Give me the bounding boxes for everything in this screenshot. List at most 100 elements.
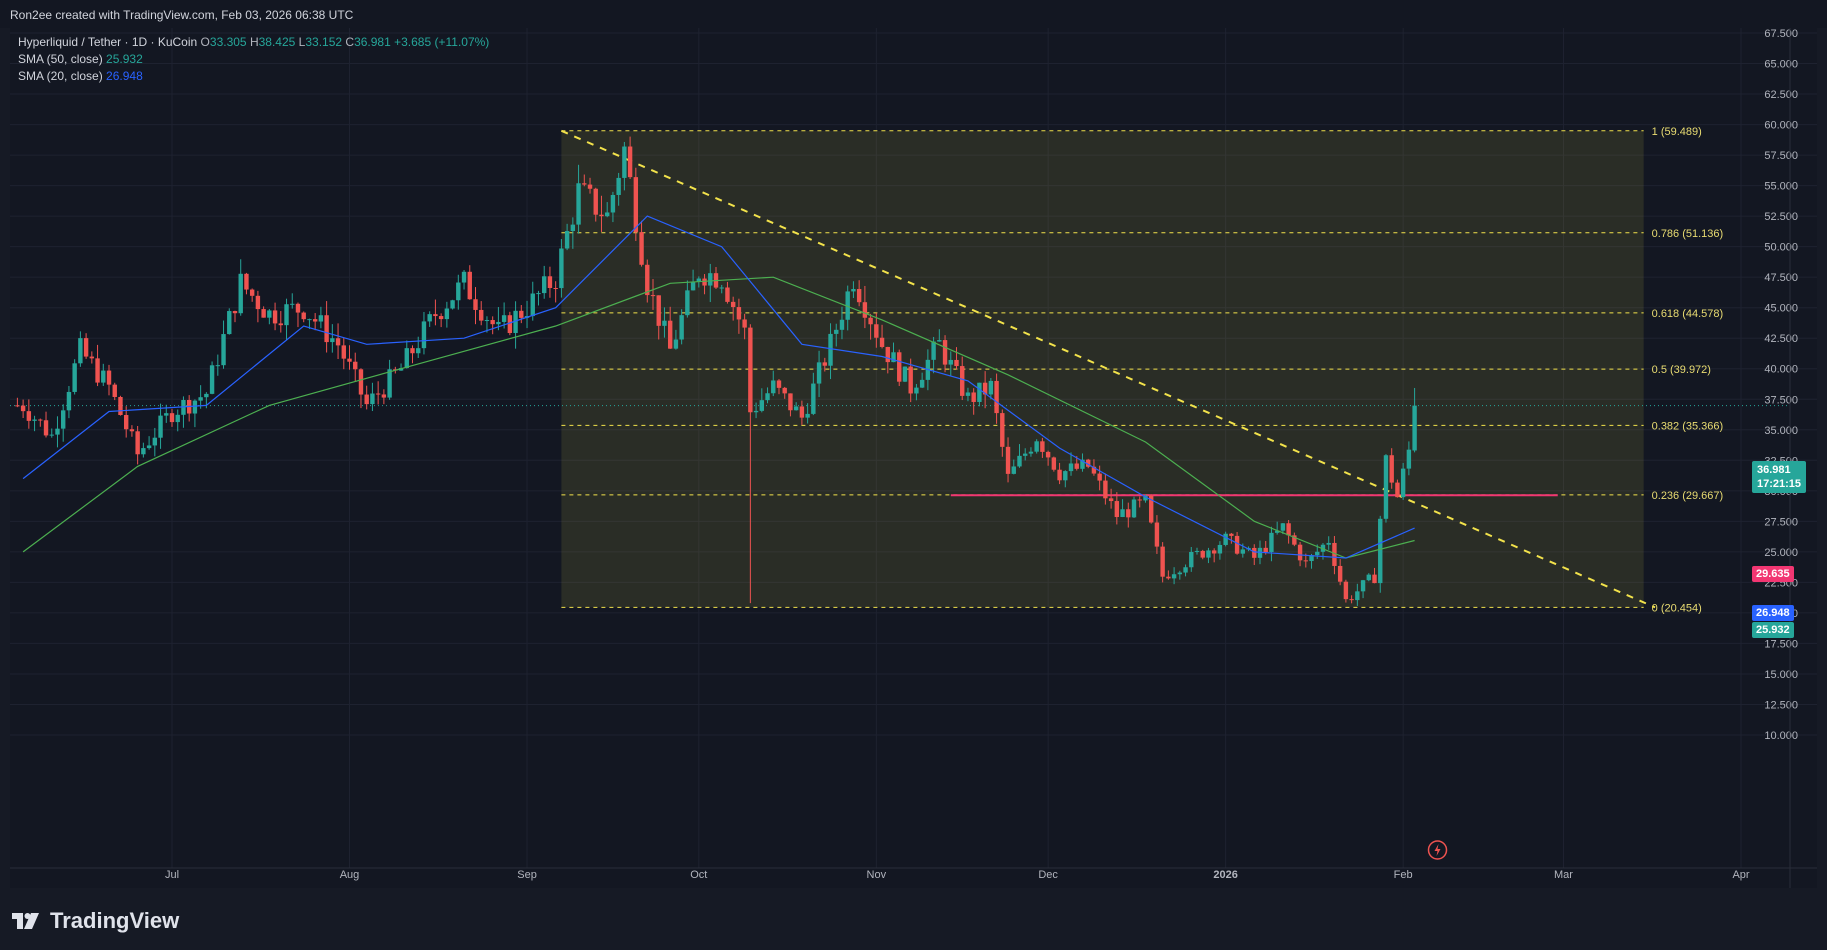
- resistance-price-tag: 29.635: [1752, 566, 1794, 582]
- countdown-timer: 17:21:15: [1757, 478, 1802, 490]
- candle-body: [988, 380, 994, 395]
- candle-body: [1274, 530, 1280, 533]
- candle-body: [312, 319, 318, 322]
- candle-body: [95, 358, 100, 383]
- candle-body: [610, 194, 616, 213]
- y-tick-label: 60.000: [1764, 120, 1798, 132]
- candle-body: [1045, 451, 1051, 458]
- candle-body: [1229, 533, 1234, 536]
- candle-body: [696, 278, 702, 282]
- candle-body: [496, 321, 501, 325]
- candle-body: [1217, 544, 1223, 554]
- candle-body: [158, 415, 163, 438]
- candle-body: [1183, 567, 1188, 573]
- candle-body: [1114, 501, 1120, 518]
- candle-body: [375, 393, 381, 395]
- candle-body: [639, 232, 644, 265]
- legend-ohlc-row: Hyperliquid / Tether · 1D · KuCoin O33.3…: [18, 34, 489, 51]
- legend-low: 33.152: [305, 35, 343, 49]
- candle-body: [536, 293, 541, 295]
- candle-body: [1028, 451, 1034, 454]
- y-tick-label: 35.000: [1764, 425, 1798, 437]
- candle-body: [146, 445, 152, 449]
- footer: [0, 888, 1827, 950]
- candle-body: [1160, 546, 1165, 577]
- candle-body: [1126, 509, 1131, 518]
- candle-body: [427, 314, 432, 322]
- candle-body: [479, 309, 484, 321]
- candle-body: [1040, 441, 1045, 452]
- candle-body: [1171, 574, 1177, 579]
- candle-body: [15, 405, 20, 407]
- candle-body: [604, 212, 610, 217]
- y-tick-label: 27.500: [1764, 516, 1798, 528]
- candle-body: [570, 224, 576, 232]
- candle-body: [730, 301, 736, 308]
- candle-body: [1406, 449, 1412, 469]
- tradingview-logo[interactable]: TradingView: [12, 908, 179, 934]
- candle-body: [977, 382, 982, 402]
- candle-body: [725, 287, 730, 302]
- candle-body: [1000, 413, 1005, 447]
- candle-body: [490, 320, 495, 325]
- candle-body: [576, 183, 581, 225]
- candle-body: [851, 289, 856, 292]
- candle-body: [834, 329, 839, 334]
- candle-body: [307, 319, 312, 321]
- fib-level-label: 0.5 (39.972): [1652, 364, 1711, 376]
- candle-body: [616, 177, 621, 195]
- candle-body: [931, 341, 936, 360]
- candle-body: [559, 248, 564, 289]
- candle-body: [238, 273, 243, 314]
- y-tick-label: 57.500: [1764, 150, 1798, 162]
- candle-body: [1011, 466, 1016, 474]
- candle-body: [868, 317, 873, 325]
- candle-body: [381, 394, 387, 398]
- candle-body: [748, 327, 753, 413]
- candle-body: [20, 405, 26, 412]
- y-tick-label: 12.500: [1764, 699, 1798, 711]
- y-tick-label: 25.000: [1764, 547, 1798, 559]
- candle-body: [1057, 469, 1062, 481]
- x-tick-label: Sep: [517, 869, 537, 881]
- candle-body: [828, 333, 833, 366]
- candle-body: [456, 282, 461, 301]
- candle-body: [708, 273, 713, 286]
- legend-high-label: H: [249, 35, 259, 49]
- legend-symbol[interactable]: Hyperliquid / Tether · 1D · KuCoin: [18, 35, 198, 49]
- y-tick-label: 17.500: [1764, 638, 1798, 650]
- candle-body: [249, 289, 255, 296]
- candle-body: [433, 314, 438, 317]
- chart-area[interactable]: [10, 28, 1817, 888]
- candle-body: [135, 431, 140, 455]
- candle-body: [971, 392, 976, 402]
- candle-body: [66, 391, 72, 411]
- candle-body: [1097, 473, 1102, 481]
- candle-body: [507, 315, 513, 334]
- x-tick-label: Apr: [1732, 869, 1749, 881]
- candle-body: [101, 370, 106, 383]
- candle-body: [902, 366, 908, 382]
- candle-body: [421, 321, 427, 349]
- x-tick-label: Nov: [867, 869, 887, 881]
- candle-body: [839, 319, 845, 330]
- candle-body: [473, 299, 478, 310]
- top-bar: Ron2ee created with TradingView.com, Feb…: [0, 0, 1827, 28]
- candle-body: [1280, 523, 1286, 531]
- legend-low-label: L: [298, 35, 306, 49]
- candle-body: [519, 310, 524, 318]
- candle-body: [1292, 535, 1297, 545]
- candle-body: [1332, 542, 1337, 566]
- legend-sma50-row[interactable]: SMA (50, close) 25.932: [18, 51, 489, 68]
- candle-body: [123, 415, 129, 430]
- candle-body: [1206, 550, 1211, 558]
- candle-body: [645, 264, 650, 296]
- chart-svg[interactable]: 67.500 65.000 62.500 60.000 57.500 55.000 52.5…: [0, 0, 1827, 888]
- candle-body: [914, 387, 919, 394]
- y-tick-label: 50.000: [1764, 242, 1798, 254]
- legend-sma20-row[interactable]: SMA (20, close) 26.948: [18, 68, 489, 85]
- candle-body: [1240, 549, 1246, 554]
- candle-body: [1080, 459, 1085, 469]
- candle-body: [358, 369, 364, 395]
- candle-body: [599, 214, 604, 217]
